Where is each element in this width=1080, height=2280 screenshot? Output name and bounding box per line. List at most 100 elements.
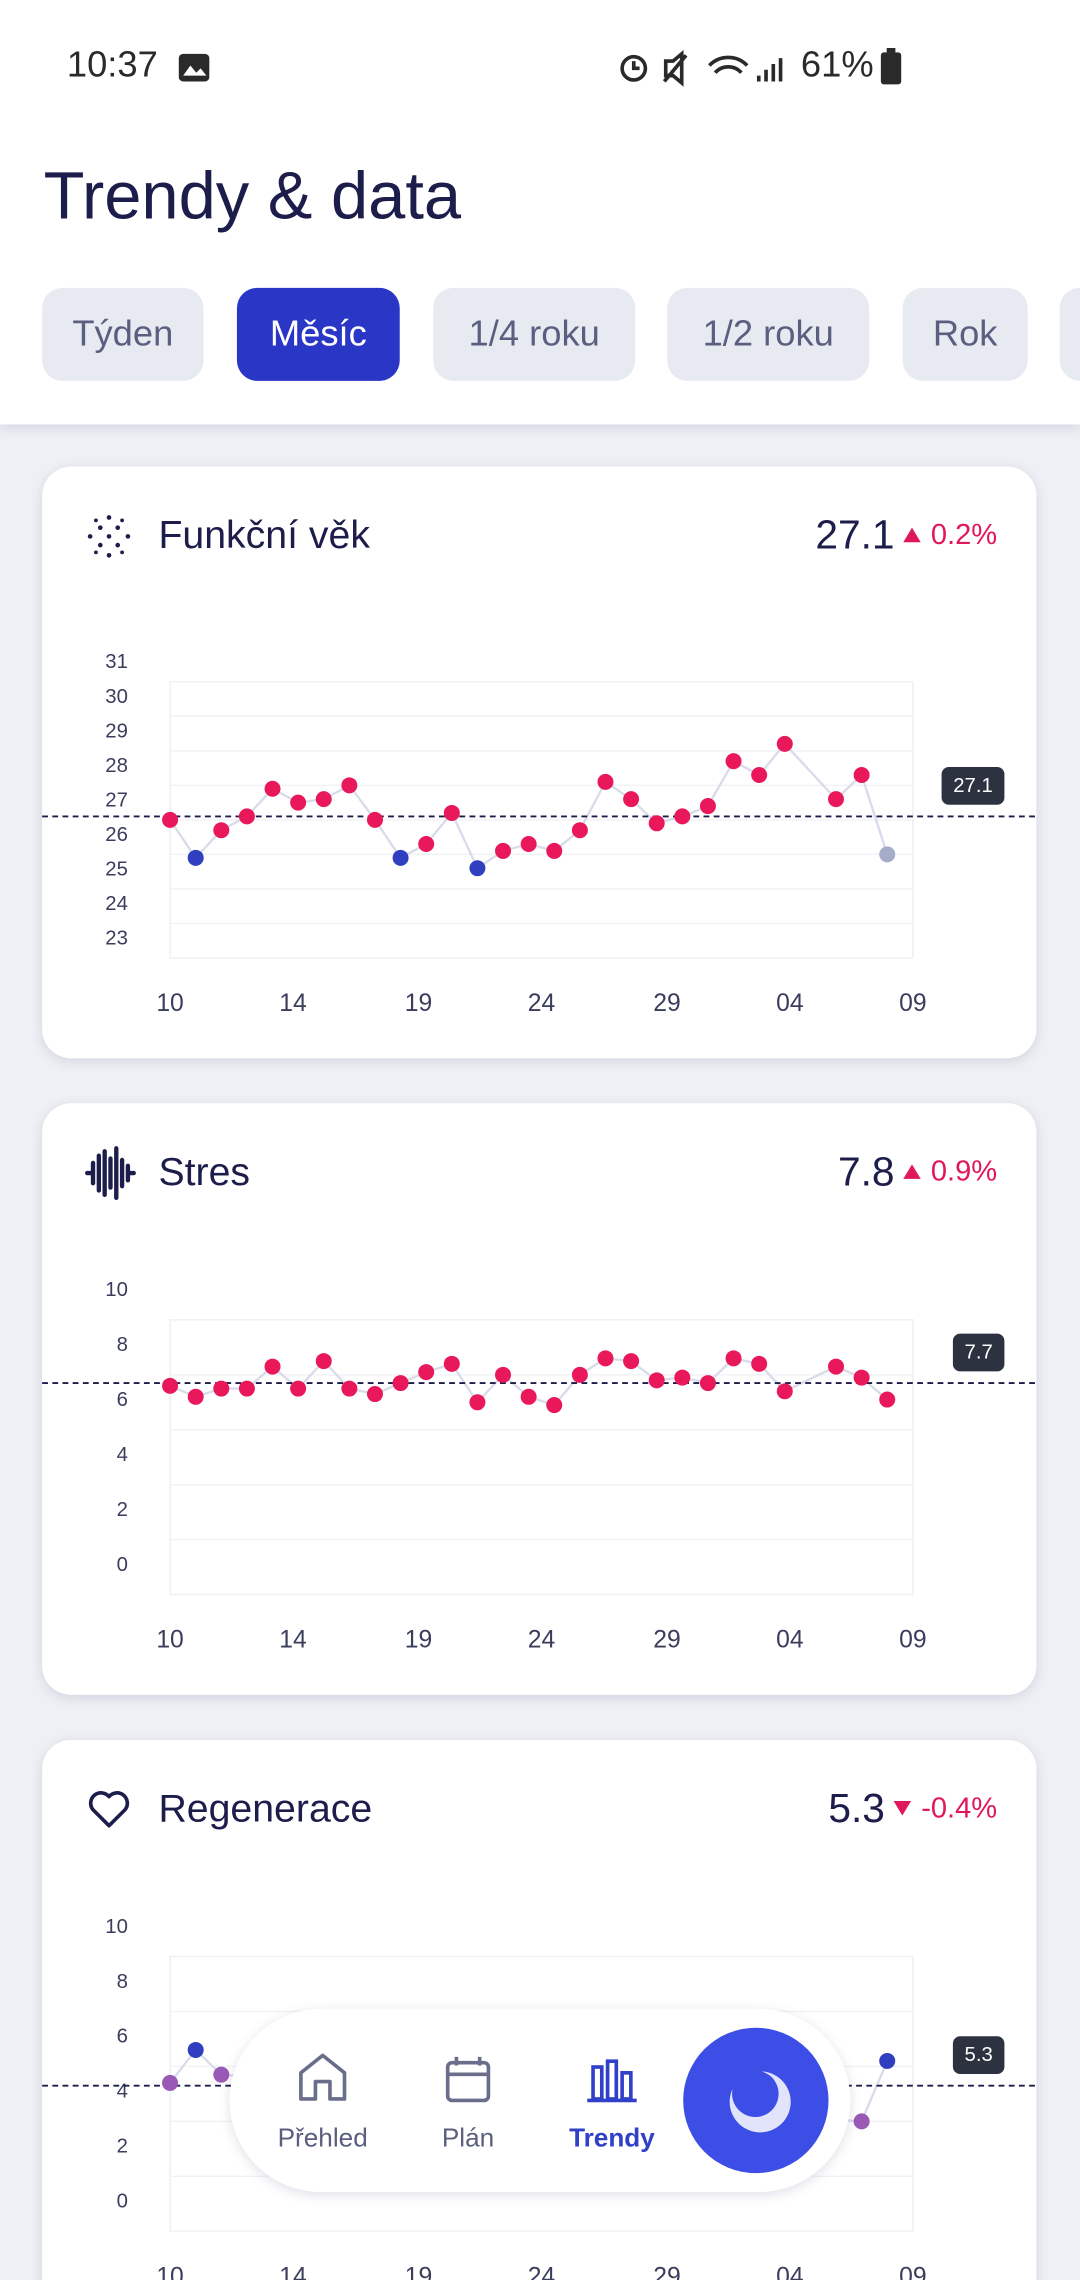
- data-point: [699, 798, 716, 815]
- data-point: [751, 766, 768, 783]
- x-tick-label: 10: [156, 2263, 183, 2280]
- data-point: [495, 1366, 512, 1383]
- status-photo-icon: [178, 53, 210, 82]
- data-point: [674, 808, 691, 825]
- data-point: [469, 1394, 486, 1411]
- regeneration-icon: [88, 1791, 130, 1828]
- data-point: [828, 1358, 844, 1375]
- y-tick-label: 26: [105, 824, 128, 846]
- x-tick-label: 19: [405, 990, 432, 1017]
- x-tick-label: 29: [653, 2263, 680, 2280]
- data-point: [597, 1350, 614, 1367]
- y-tick-label: 6: [117, 2026, 128, 2048]
- data-point: [648, 815, 665, 832]
- data-point: [674, 1369, 691, 1386]
- y-tick-label: 0: [117, 2191, 128, 2213]
- data-point: [162, 1377, 179, 1394]
- series-line: [169, 742, 889, 870]
- y-tick-label: 29: [105, 720, 128, 742]
- data-point: [290, 794, 307, 811]
- y-tick-label: 4: [117, 2081, 128, 2103]
- data-point: [495, 842, 512, 859]
- status-time: 10:37: [67, 43, 158, 84]
- data-point: [853, 1369, 870, 1386]
- data-point: [238, 1380, 255, 1397]
- reference-badge: [952, 2036, 1005, 2075]
- trend-arrow: [903, 1164, 921, 1179]
- tab[interactable]: [236, 287, 400, 381]
- y-tick-label: 25: [105, 858, 128, 880]
- change-label: -0.4%: [921, 1792, 997, 1824]
- data-point: [623, 1353, 640, 1370]
- battery-icon: [880, 48, 902, 85]
- tab[interactable]: [42, 287, 204, 381]
- card-icons: [85, 515, 136, 1828]
- data-point: [187, 2041, 204, 2058]
- x-tick-label: 24: [528, 2263, 556, 2280]
- plan-icon: [445, 2056, 491, 2103]
- status-icons: [620, 49, 783, 87]
- change-label: 0.2%: [931, 519, 997, 551]
- data-point: [879, 846, 896, 863]
- y-tick-label: 0: [117, 1554, 128, 1576]
- page-title: Trendy & data: [44, 158, 462, 233]
- series-line: [169, 1357, 888, 1407]
- y-tick-label: 2: [117, 1499, 128, 1521]
- data-point: [443, 804, 460, 821]
- nav-label: Plán: [442, 2123, 494, 2153]
- y-tick-label: 10: [105, 1279, 128, 1301]
- data-point: [751, 1355, 768, 1372]
- data-point: [418, 1364, 435, 1381]
- current-value: 27.1: [815, 512, 894, 558]
- tab-label: 1/2 roku: [703, 312, 834, 353]
- x-tick-label: 14: [279, 2263, 307, 2280]
- data-point: [571, 1366, 588, 1383]
- x-tick-label: 24: [528, 1627, 556, 1654]
- data-point: [392, 849, 409, 866]
- tab[interactable]: [433, 287, 636, 381]
- data-point: [418, 836, 435, 853]
- card: Funkční věk 0.2% 27.1 23 24 25 26 27 28 29 30 31 10 1…: [42, 466, 1037, 1059]
- y-tick-label: 24: [105, 893, 128, 915]
- tab[interactable]: [902, 287, 1028, 381]
- x-tick-label: 19: [405, 2263, 432, 2280]
- data-point: [648, 1372, 665, 1389]
- x-tick-label: 09: [899, 2263, 926, 2280]
- card-bg: [42, 466, 1037, 1059]
- data-point: [162, 811, 179, 828]
- data-point: [879, 1391, 896, 1408]
- x-tick-label: 10: [156, 1627, 183, 1654]
- tab-label: Rok: [933, 312, 998, 353]
- data-point: [187, 849, 204, 866]
- data-point: [264, 780, 281, 797]
- data-point: [853, 766, 870, 783]
- bottom-nav: Přehled Plán Trendy: [229, 2008, 851, 2193]
- tab-overflow: [1059, 287, 1080, 381]
- y-tick-label: 31: [105, 651, 128, 673]
- data-point: [341, 777, 358, 794]
- x-tick-label: 04: [776, 1627, 804, 1654]
- data-point: [853, 2113, 870, 2130]
- action-button[interactable]: [683, 2027, 829, 2174]
- data-point: [469, 860, 486, 877]
- data-point: [776, 735, 793, 752]
- data-point: [520, 836, 537, 853]
- data-point: [315, 791, 332, 808]
- tab[interactable]: [667, 287, 870, 381]
- tab-label: Týden: [72, 312, 173, 353]
- nav-bg: [229, 2008, 851, 2193]
- change-label: 0.9%: [931, 1156, 997, 1188]
- functional-age-icon: [87, 515, 131, 558]
- data-point: [341, 1380, 358, 1397]
- y-tick-label: 28: [105, 755, 128, 777]
- card-title: Regenerace: [158, 1787, 372, 1831]
- data-point: [597, 773, 614, 790]
- data-point: [699, 1375, 716, 1392]
- data-point: [238, 808, 255, 825]
- data-point: [443, 1355, 460, 1372]
- x-tick-label: 29: [653, 990, 680, 1017]
- data-point: [213, 1380, 230, 1397]
- x-tick-label: 29: [653, 1627, 680, 1654]
